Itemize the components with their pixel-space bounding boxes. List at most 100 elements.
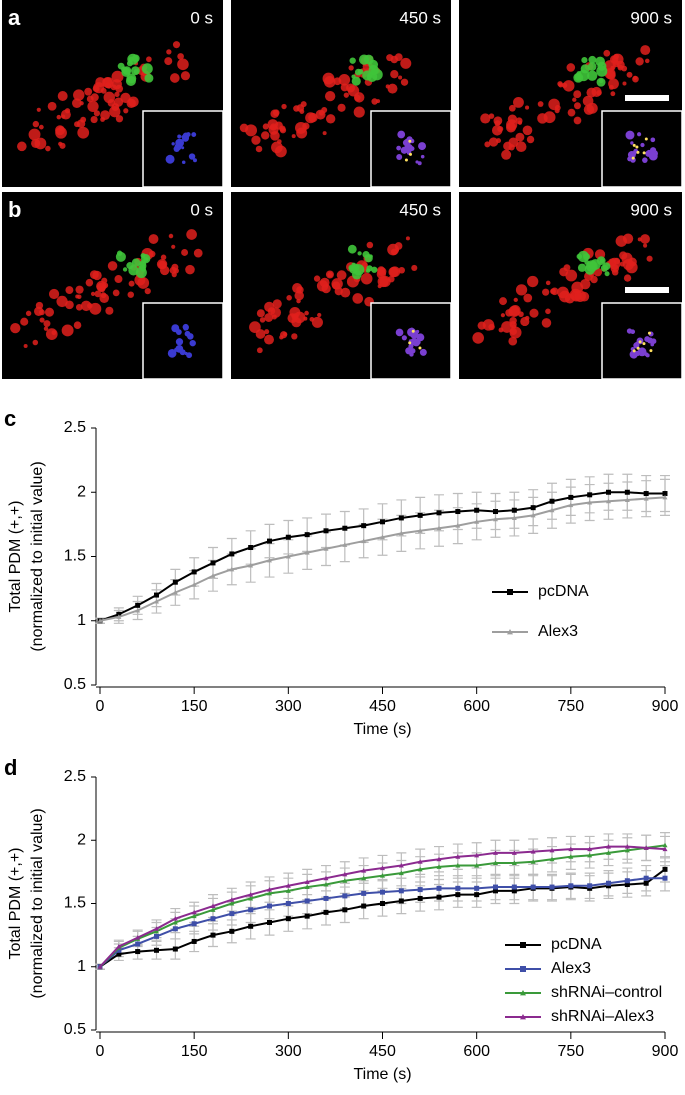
inset-signal [400, 146, 408, 154]
red-signal [371, 98, 378, 105]
green-signal [577, 250, 590, 263]
inset-hotspot [644, 137, 648, 141]
red-signal [313, 275, 321, 282]
red-signal [90, 93, 99, 102]
marker [493, 516, 498, 522]
red-signal [291, 134, 296, 139]
red-signal [508, 104, 516, 112]
marker [474, 892, 480, 898]
red-signal [333, 77, 342, 86]
marker [455, 892, 461, 898]
green-signal [126, 60, 133, 67]
red-signal [567, 108, 576, 117]
marker [662, 842, 668, 848]
red-signal [612, 60, 620, 68]
red-signal [23, 343, 28, 348]
marker [172, 919, 178, 925]
marker [304, 550, 310, 555]
red-signal [338, 74, 351, 86]
red-signal [255, 145, 263, 153]
marker [323, 875, 329, 881]
red-signal [565, 269, 578, 282]
inset-signal [637, 132, 642, 137]
inset-signal [625, 130, 635, 140]
red-signal [127, 291, 135, 298]
marker [417, 895, 423, 901]
marker [606, 489, 611, 495]
x-tick-label: 0 [96, 1043, 105, 1060]
inset-signal [189, 339, 196, 347]
legend-label: shRNAi–Alex3 [551, 1008, 654, 1025]
marker [455, 885, 461, 891]
marker [135, 949, 141, 955]
marker [624, 878, 630, 884]
green-signal [121, 67, 131, 77]
marker [587, 500, 593, 505]
inset-signal [650, 137, 656, 143]
green-signal [580, 64, 590, 74]
red-signal [120, 92, 131, 103]
red-signal [517, 120, 523, 125]
marker [323, 528, 329, 534]
red-signal [405, 236, 410, 241]
green-signal [368, 59, 379, 70]
red-signal [100, 117, 105, 122]
red-signal [613, 53, 620, 60]
red-signal [75, 303, 83, 311]
red-signal [305, 112, 317, 124]
inset-hotspot [411, 329, 415, 333]
red-signal [337, 103, 346, 112]
inset-signal [191, 132, 197, 138]
marker [267, 890, 272, 896]
inset-signal [167, 349, 177, 358]
marker [267, 557, 272, 563]
red-signal [566, 63, 576, 72]
red-signal [272, 299, 282, 309]
red-signal [583, 104, 595, 115]
x-tick-label: 150 [181, 1043, 208, 1060]
green-signal [595, 56, 605, 67]
red-signal [353, 106, 365, 118]
inset-signal [629, 350, 638, 359]
red-signal [177, 58, 189, 71]
red-signal [112, 289, 120, 297]
marker [172, 589, 178, 595]
red-signal [311, 316, 323, 328]
red-signal [128, 280, 135, 287]
red-signal [550, 287, 559, 296]
red-signal [65, 286, 74, 295]
red-signal [508, 144, 515, 151]
green-signal [140, 266, 146, 272]
marker [248, 892, 254, 897]
red-signal [537, 113, 548, 124]
x-tick-label: 150 [181, 698, 208, 715]
red-signal [90, 115, 98, 124]
marker [191, 921, 197, 927]
red-signal [309, 316, 315, 322]
marker [549, 856, 555, 862]
red-signal [400, 78, 409, 86]
red-signal [102, 76, 114, 89]
inset-signal [396, 145, 402, 151]
red-signal [525, 105, 530, 110]
red-signal [269, 123, 278, 131]
inset-signal [642, 157, 648, 163]
red-signal [259, 317, 266, 323]
marker [662, 846, 668, 852]
marker [361, 875, 367, 881]
marker [587, 852, 593, 858]
green-signal [604, 271, 610, 277]
red-signal [32, 120, 40, 128]
marker [172, 946, 178, 952]
red-signal [100, 292, 107, 299]
red-signal [256, 309, 265, 318]
red-signal [279, 127, 287, 134]
green-signal [602, 262, 611, 271]
legend-marker [520, 990, 526, 996]
marker [530, 849, 536, 854]
marker [530, 512, 536, 518]
marker [398, 888, 404, 894]
green-signal [366, 265, 373, 272]
red-signal [105, 306, 114, 315]
